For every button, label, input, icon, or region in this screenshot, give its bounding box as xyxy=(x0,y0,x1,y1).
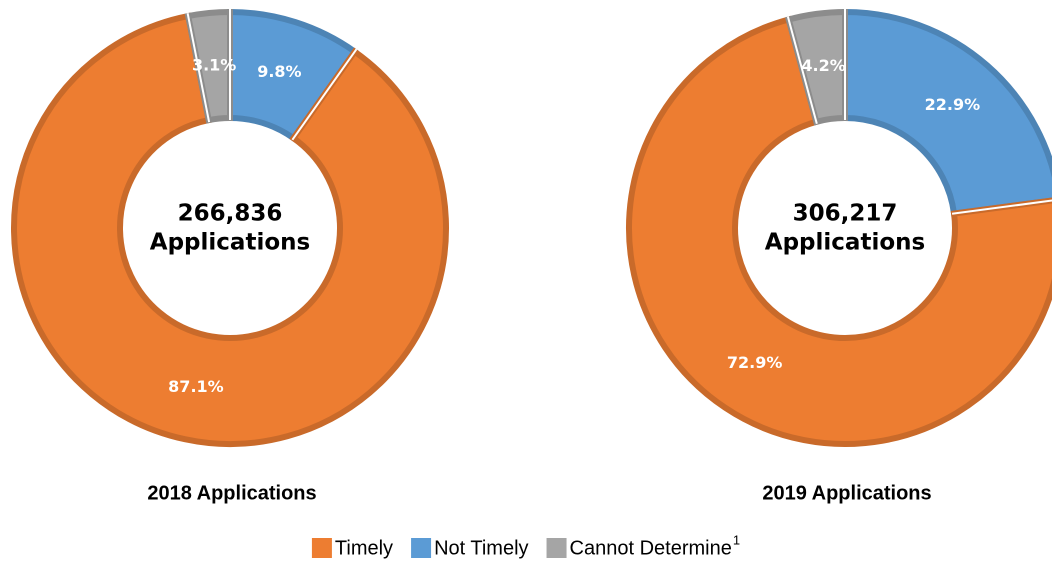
legend: Timely Not Timely Cannot Determine 1 xyxy=(311,532,740,559)
legend-swatch xyxy=(411,538,432,558)
chart-title: 2018 Applications xyxy=(147,482,316,504)
data-label: 22.9% xyxy=(925,95,981,114)
data-label: 4.2% xyxy=(801,56,845,75)
data-label: 87.1% xyxy=(168,377,224,396)
slice xyxy=(842,8,1052,217)
center-label: Applications xyxy=(150,230,310,256)
slice-gap xyxy=(786,16,818,124)
legend-label: Timely xyxy=(335,537,393,559)
legend-swatch xyxy=(311,538,332,558)
center-label: Applications xyxy=(765,230,925,256)
legend-label: Cannot Determine xyxy=(570,537,732,559)
data-label: 3.1% xyxy=(192,55,236,74)
center-label: 306,217 xyxy=(793,201,898,227)
slice-gap xyxy=(291,48,358,141)
slice-gap xyxy=(951,199,1052,215)
legend-swatch xyxy=(546,538,567,558)
slice xyxy=(626,15,1052,447)
legend-footnote: 1 xyxy=(733,532,740,547)
slice-gap xyxy=(186,12,211,123)
data-label: 9.8% xyxy=(257,62,301,81)
slice xyxy=(11,12,449,447)
legend-label: Not Timely xyxy=(434,537,528,559)
chart-title: 2019 Applications xyxy=(762,482,931,504)
data-label: 72.9% xyxy=(727,353,783,372)
center-label: 266,836 xyxy=(178,201,283,227)
